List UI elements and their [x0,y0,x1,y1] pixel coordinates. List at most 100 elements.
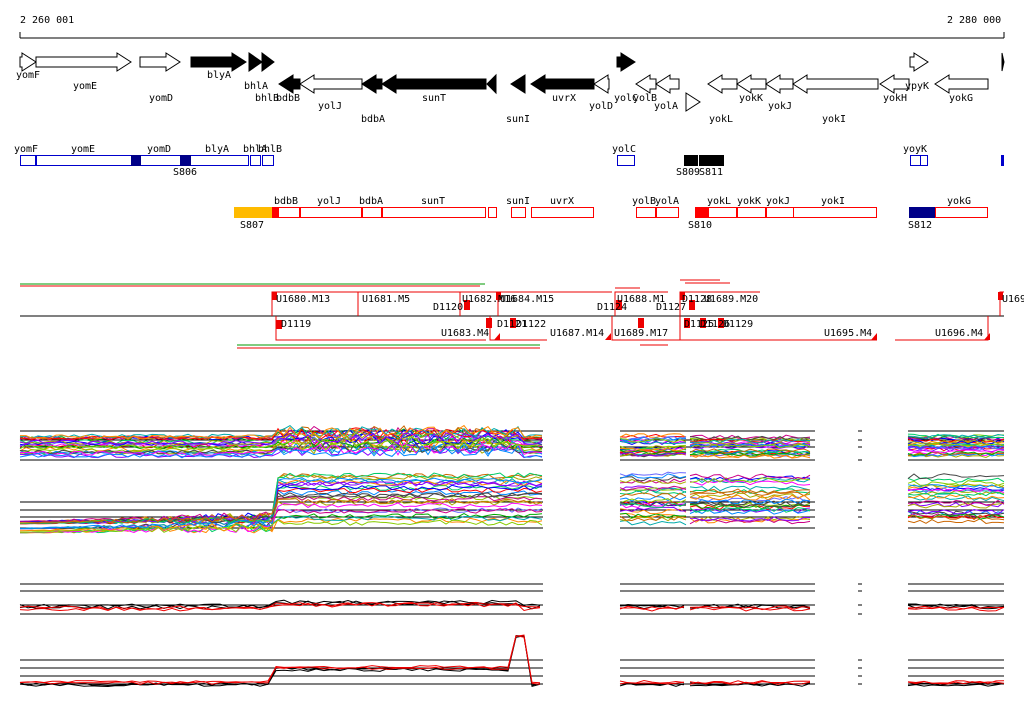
expression-profile [19,444,543,459]
unit-label: D1128 [682,294,712,305]
expression-profile [689,435,811,441]
expression-profile [907,487,1005,493]
expression-profile [907,502,1005,509]
unit-label: U1695.M4 [824,328,872,339]
expression-profile [619,451,687,457]
gene-label: bhlB [255,93,279,104]
expression-profile [19,424,543,440]
expression-profile [907,491,1005,497]
expression-profile [689,439,811,444]
expression-profile [19,635,541,687]
red-track-label: yokI [821,196,845,207]
unit-label: U1696.M4 [935,328,983,339]
expression-profile [19,472,543,525]
expression-profile [907,473,1005,480]
gene-arrow [707,74,738,94]
expression-profile [907,452,1005,458]
expression-profile [689,518,811,525]
expression-profile [907,680,1005,684]
unit-label: D1121 [497,319,527,330]
blue-track-label: yoyK [903,144,927,155]
gene-arrow [792,74,879,94]
unit-label: U1683.M4 [441,328,489,339]
expression-profile [619,512,687,519]
unit-label: D1119 [281,319,311,330]
expression-profile [907,494,1005,500]
expression-profile [689,516,811,522]
expression-profile [689,454,811,459]
unit-label: U169 [1002,294,1024,305]
expression-profile [19,602,541,612]
expression-profile [907,606,1005,612]
red-track-label: yolJ [317,196,341,207]
gene-arrow [299,74,363,94]
blue-track-label: yolC [612,144,636,155]
expression-profile [689,491,811,497]
expression-profile [907,448,1005,454]
expression-profile [619,604,685,609]
expression-profile [907,433,1005,439]
expression-profile [19,519,543,533]
blue-track-label: yomF [14,144,38,155]
expression-profile [907,501,1005,508]
gene-arrow [248,52,263,72]
unit-label: D1129 [723,319,753,330]
coordinate-ruler: 2 260 001 2 280 000 [19,15,1005,39]
expression-profile [619,433,687,438]
expression-profile [19,498,543,524]
segment-label: S809 [676,167,700,178]
gene-label: yomF [16,70,40,81]
gene-arrow [616,52,636,72]
expression-profile [19,487,543,525]
expression-profile [619,506,687,513]
expression-profile [689,480,811,486]
gene-arrow [635,74,657,94]
expression-profile [689,506,811,513]
expression-profile [19,600,541,610]
gene-label: yokK [739,93,763,104]
expression-profile [689,492,811,499]
expression-profile [907,451,1005,456]
gene-arrow [530,74,595,94]
expression-profile [907,435,1005,441]
expression-profile [19,635,541,684]
gene-arrow [381,74,487,94]
expression-profile [689,605,811,611]
unit-label: U1680.M13 [276,294,330,305]
expression-profile [619,606,685,612]
unit-label: D1127 [656,302,686,313]
expression-profile [19,435,543,450]
gene-label: blyA [207,70,231,81]
expression-profile [907,603,1005,609]
gene-label: yokI [822,114,846,125]
gene-arrow [655,74,680,94]
expression-profile [619,487,687,492]
expression-profile [619,520,687,526]
expression-profile [907,499,1005,506]
gene-label: yokH [883,93,907,104]
red-track-label: yokL [707,196,731,207]
red-track-label: sunI [506,196,530,207]
gene-label: bdbB [276,93,300,104]
gene-label: bhlA [244,81,268,92]
expression-profile [907,444,1005,449]
expression-profile [19,432,543,448]
expression-profile [619,440,687,445]
expression-profile [689,477,811,484]
expression-profile [619,515,687,521]
expression-profile [619,501,687,507]
segment-label: S806 [173,167,197,178]
expression-profile [19,492,543,530]
expression-profile [907,444,1005,450]
gene-arrow [19,52,37,72]
expression-profile [689,682,811,686]
expression-profile [689,488,811,495]
gene-label: sunI [506,114,530,125]
red-track-label: yolA [655,196,679,207]
unit-label: U1689.M17 [614,328,668,339]
expression-profile [619,438,687,443]
gene-label: yolJ [318,101,342,112]
unit-label: D1124 [597,302,627,313]
gene-arrow [190,52,247,72]
